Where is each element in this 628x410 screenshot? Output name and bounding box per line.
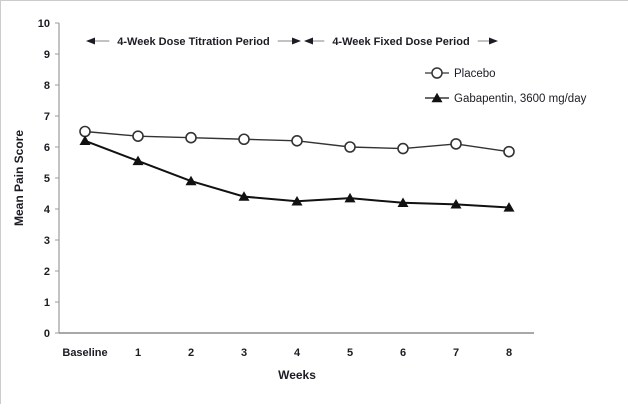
legend-item-placebo: Placebo <box>425 67 496 80</box>
filled-triangle-icon <box>431 92 443 103</box>
gabapentin-3600-mg-day-marker <box>185 175 197 186</box>
y-tick-label: 3 <box>44 235 50 247</box>
legend-label: Gabapentin, 3600 mg/day <box>454 93 587 105</box>
y-tick-label: 8 <box>44 80 50 92</box>
placebo-marker <box>450 138 462 150</box>
x-tick-label: 2 <box>188 347 194 359</box>
arrow-right-icon <box>292 37 301 45</box>
y-tick-label: 5 <box>44 173 50 185</box>
arrow-left-icon <box>304 37 313 45</box>
placebo-marker <box>344 141 356 153</box>
gabapentin-3600-mg-day-marker <box>450 199 462 209</box>
gabapentin-3600-mg-day-marker <box>291 195 303 206</box>
y-tick-label: 4 <box>44 204 51 216</box>
placebo-marker <box>291 135 303 147</box>
y-axis-title: Mean Pain Score <box>12 130 26 226</box>
y-tick-label: 7 <box>44 111 50 123</box>
arrow-right-icon <box>489 37 498 45</box>
chart-plot-area: 0 1 2 3 4 5 6 7 8 9 10 Baseline 1 2 3 4 5 6 7 8 Placebo Gabap… <box>38 18 587 359</box>
legend-item-gabapentin-3600-mg-day: Gabapentin, 3600 mg/day <box>425 92 587 105</box>
placebo-marker <box>503 145 515 158</box>
gabapentin-3600-mg-day-marker <box>344 192 356 203</box>
y-tick-label: 2 <box>44 266 50 278</box>
y-tick-label: 1 <box>44 297 50 309</box>
placebo-marker <box>397 142 409 155</box>
gabapentin-3600-mg-day-marker <box>238 191 250 201</box>
placebo-marker <box>132 130 144 142</box>
legend-label: Placebo <box>454 68 496 80</box>
x-tick-label: 5 <box>347 347 353 359</box>
gabapentin-3600-mg-day-marker <box>397 197 409 207</box>
x-axis-title: Weeks <box>278 368 316 382</box>
x-tick-label: 8 <box>506 347 512 359</box>
y-tick-label: 6 <box>44 142 50 154</box>
gabapentin-3600-mg-day-marker <box>503 202 515 212</box>
x-tick-label: 1 <box>135 347 141 359</box>
y-tick-label: 10 <box>38 18 50 30</box>
y-tick-label: 0 <box>44 328 50 340</box>
x-tick-label: 4 <box>294 347 301 359</box>
y-tick-label: 9 <box>44 49 50 61</box>
series-placebo <box>79 125 515 158</box>
annotation-label: 4-Week Dose Titration Period <box>117 36 269 48</box>
placebo-marker <box>238 133 250 146</box>
x-tick-label: 7 <box>453 347 459 359</box>
series-gabapentin-3600-mg-day <box>79 135 515 212</box>
gabapentin-3600-mg-day-marker <box>79 135 91 145</box>
annotation-4-week-fixed-dose-period: 4-Week Fixed Dose Period <box>304 36 498 48</box>
open-circle-icon <box>431 67 443 79</box>
gabapentin-3600-mg-day-marker <box>132 155 144 166</box>
placebo-marker <box>79 125 91 138</box>
x-tick-label: Baseline <box>62 347 107 359</box>
annotation-label: 4-Week Fixed Dose Period <box>332 36 469 48</box>
x-tick-label: 3 <box>241 347 247 359</box>
x-tick-label: 6 <box>400 347 406 359</box>
placebo-marker <box>185 131 197 144</box>
arrow-left-icon <box>86 37 95 45</box>
annotation-4-week-dose-titration-period: 4-Week Dose Titration Period <box>86 36 301 48</box>
